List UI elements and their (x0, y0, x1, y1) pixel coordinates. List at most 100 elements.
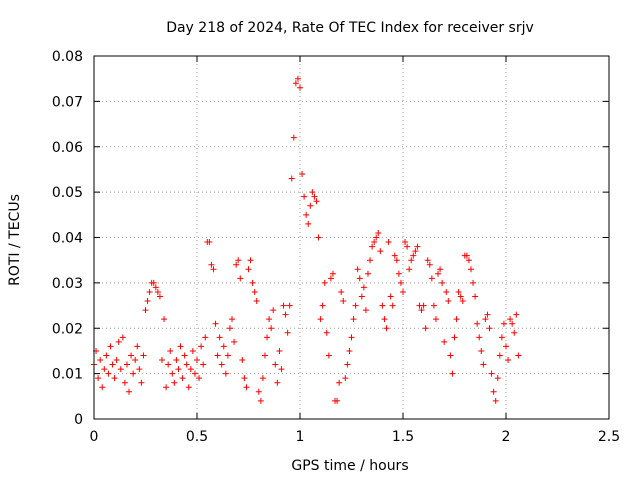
data-point (490, 388, 497, 395)
data-point (132, 357, 139, 364)
data-point (350, 316, 357, 323)
data-point (210, 266, 217, 273)
data-point (367, 257, 374, 264)
data-point (346, 347, 353, 354)
data-point (315, 234, 322, 241)
data-point (224, 352, 231, 359)
data-point (447, 352, 454, 359)
data-point (358, 293, 365, 300)
data-point (496, 352, 503, 359)
data-point (290, 134, 297, 141)
data-point (498, 334, 505, 341)
data-point (484, 311, 491, 318)
data-point (379, 302, 386, 309)
data-point (336, 379, 343, 386)
data-point (420, 302, 427, 309)
data-point (111, 375, 118, 382)
data-point (247, 257, 254, 264)
data-point (142, 307, 149, 314)
data-point (354, 266, 361, 273)
data-point (126, 388, 133, 395)
y-tick-label: 0.02 (52, 321, 83, 337)
x-tick-label: 2.5 (598, 429, 620, 445)
data-point (218, 361, 225, 368)
data-point (245, 266, 252, 273)
data-point (422, 325, 429, 332)
data-point (488, 370, 495, 377)
data-point (342, 375, 349, 382)
data-point (387, 293, 394, 300)
data-point (235, 257, 242, 264)
x-tick-label: 1 (296, 429, 305, 445)
data-point (270, 307, 277, 314)
data-point (377, 248, 384, 255)
y-tick-label: 0.01 (52, 367, 83, 383)
data-point (301, 193, 308, 200)
data-point (99, 384, 106, 391)
data-point (294, 75, 301, 82)
data-point (243, 384, 250, 391)
data-point (369, 243, 376, 250)
grid-lines (94, 56, 609, 419)
data-point (319, 302, 326, 309)
data-point (107, 343, 114, 350)
data-point (352, 302, 359, 309)
data-point (259, 375, 266, 382)
data-point (391, 252, 398, 259)
data-point (239, 357, 246, 364)
data-point (196, 375, 203, 382)
data-point (325, 352, 332, 359)
data-point (515, 352, 522, 359)
data-point (364, 270, 371, 277)
data-point (389, 302, 396, 309)
data-point (181, 352, 188, 359)
data-point (404, 243, 411, 250)
data-point (383, 325, 390, 332)
data-point (439, 279, 446, 286)
data-point (175, 366, 182, 373)
data-point (410, 252, 417, 259)
data-point (418, 307, 425, 314)
data-point (321, 279, 328, 286)
data-point (103, 352, 110, 359)
data-point (451, 334, 458, 341)
data-point (492, 397, 499, 404)
data-point (507, 316, 514, 323)
data-point (138, 379, 145, 386)
data-point (144, 298, 151, 305)
data-point (146, 288, 153, 295)
x-tick-label: 1.5 (392, 429, 414, 445)
data-point (340, 298, 347, 305)
data-point (119, 334, 126, 341)
data-point (276, 347, 283, 354)
x-tick-label: 2 (502, 429, 511, 445)
data-point (194, 357, 200, 364)
data-point (292, 80, 299, 87)
data-point (95, 375, 102, 382)
data-point (156, 293, 163, 300)
data-point (216, 334, 223, 341)
data-point (455, 288, 462, 295)
data-point (500, 320, 507, 327)
data-point (177, 343, 184, 350)
data-point (284, 329, 291, 336)
data-point (482, 316, 489, 323)
data-point (426, 261, 433, 268)
data-point (509, 320, 516, 327)
y-tick-labels: 0 0.01 0.02 0.03 0.04 0.05 0.06 0.07 0.08 (52, 49, 83, 428)
data-point (189, 347, 196, 354)
data-point (229, 316, 236, 323)
data-point (303, 211, 310, 218)
data-point (505, 357, 512, 364)
x-tick-labels: 0 0.5 1 1.5 2 2.5 (90, 429, 621, 445)
chart-title: Day 218 of 2024, Rate Of TEC Index for r… (166, 20, 534, 36)
data-point (202, 334, 209, 341)
data-point (400, 288, 406, 295)
data-point (327, 275, 334, 282)
data-point (206, 239, 213, 246)
data-point (286, 302, 293, 309)
data-point (305, 220, 312, 227)
data-point (480, 361, 487, 368)
data-point (280, 302, 287, 309)
